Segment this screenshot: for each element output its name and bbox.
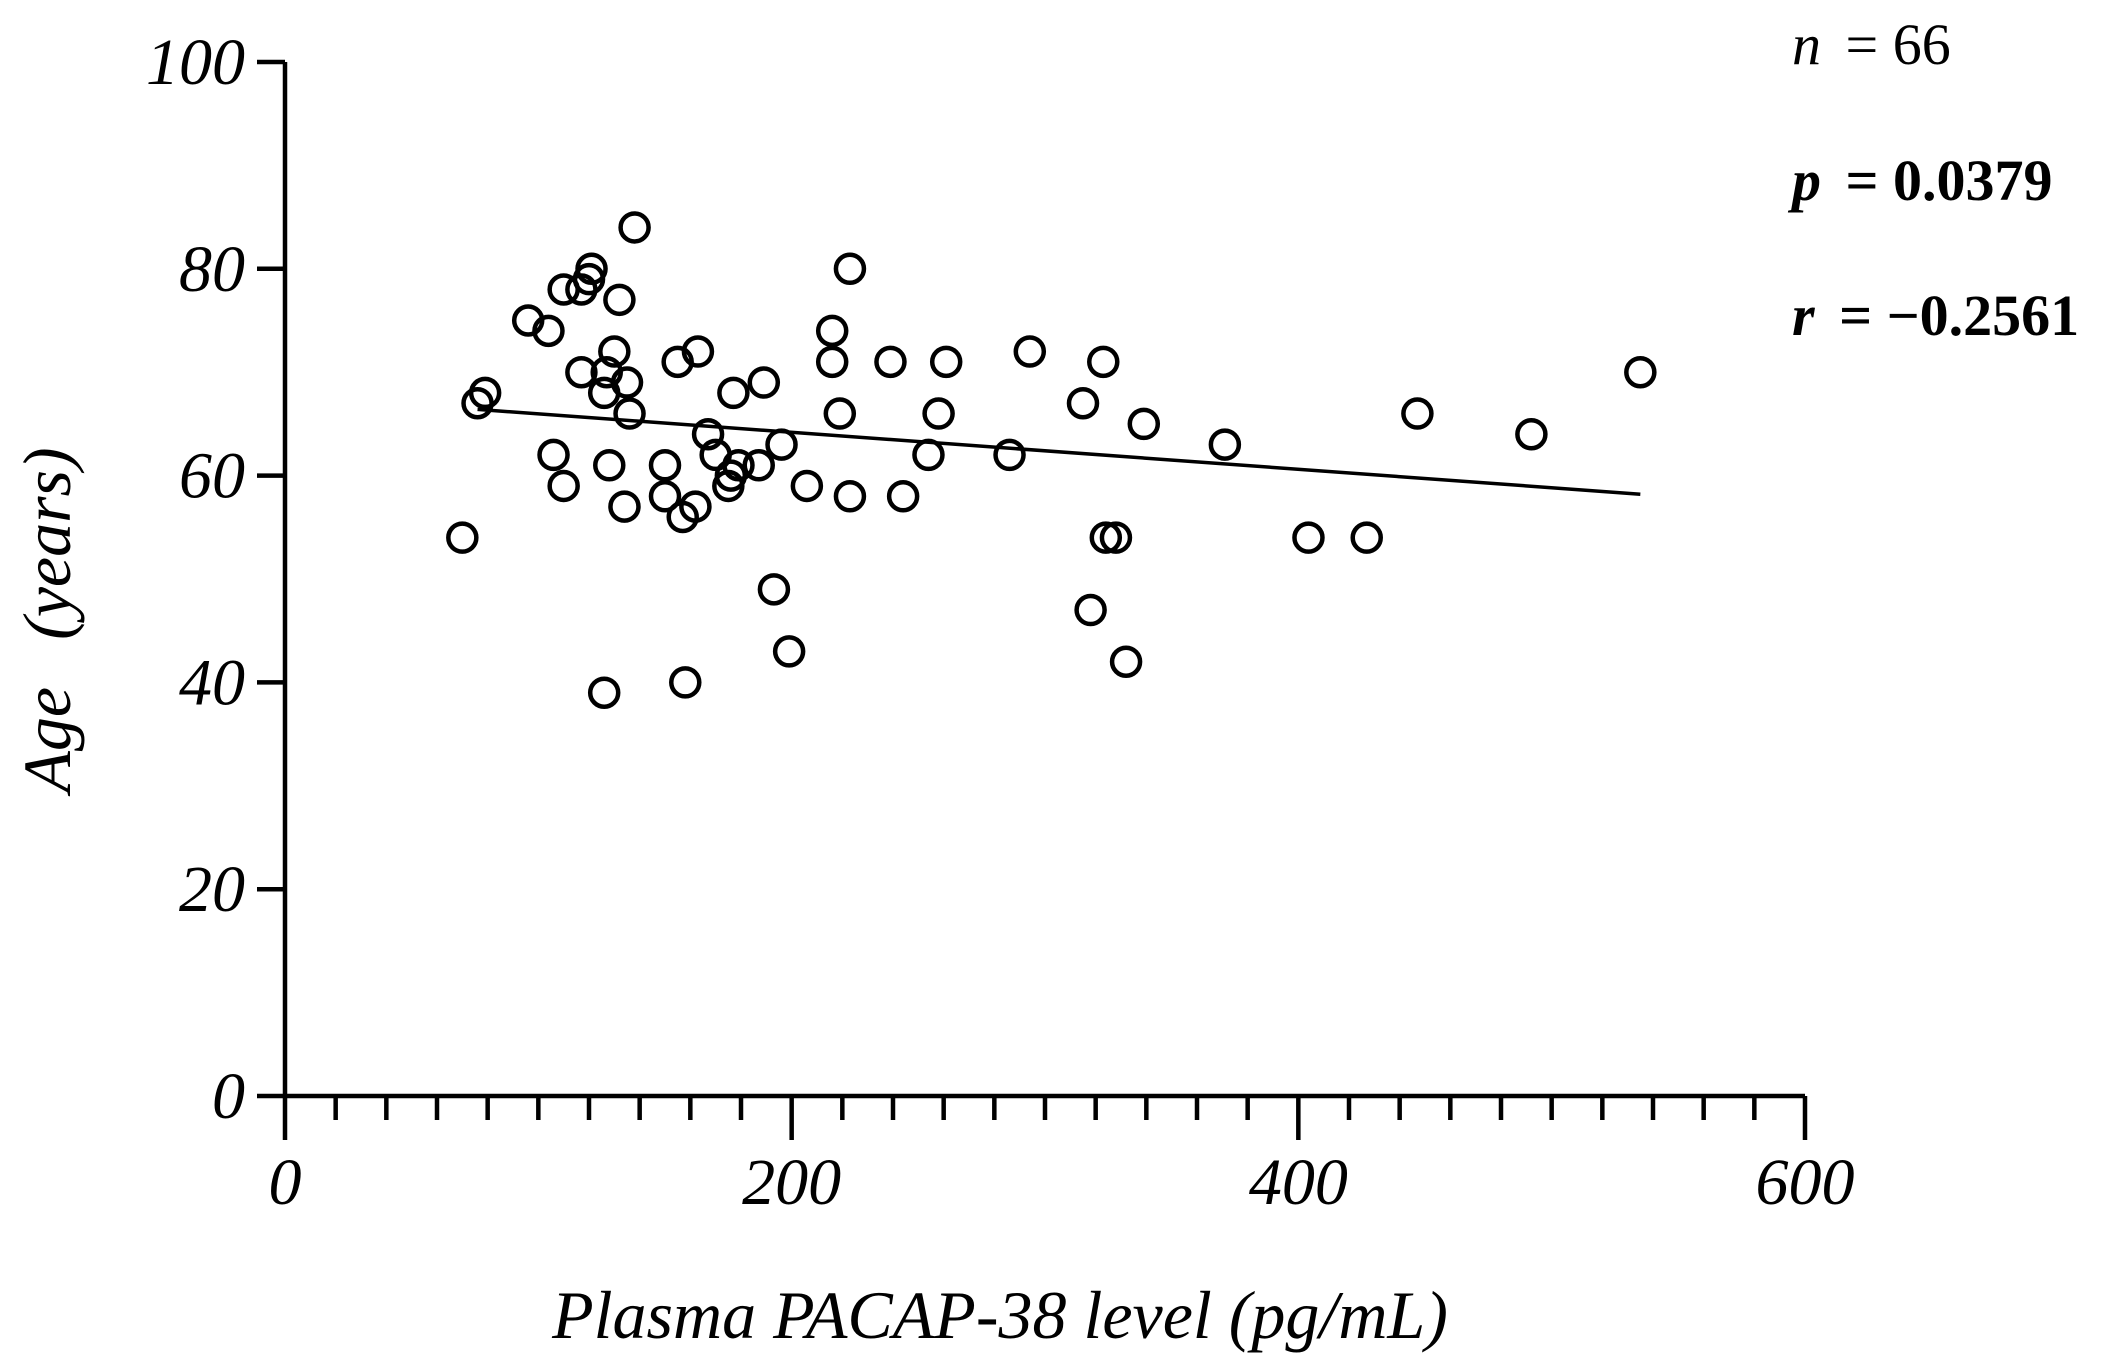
data-point <box>537 438 570 472</box>
data-point <box>547 469 580 503</box>
data-point <box>575 252 608 286</box>
data-point <box>765 428 798 461</box>
regression-line-group <box>477 407 1641 496</box>
data-point <box>747 366 781 399</box>
x-tick-label: 0 <box>269 1146 302 1219</box>
y-axis-title-unit: (years) <box>9 447 85 640</box>
y-tick-label: 60 <box>179 440 245 513</box>
data-point <box>717 376 750 410</box>
data-point <box>1087 345 1120 379</box>
data-point <box>565 355 598 389</box>
y-tick-label: 20 <box>179 853 245 926</box>
data-point <box>772 635 806 668</box>
data-point <box>648 449 682 482</box>
r-annotation-value: = −0.2561 <box>1839 283 2079 348</box>
data-point <box>874 345 907 379</box>
data-point <box>1292 521 1325 554</box>
data-point <box>593 449 626 482</box>
data-point <box>598 335 631 368</box>
data-point <box>815 314 849 348</box>
y-tick-label: 0 <box>212 1060 245 1133</box>
data-point <box>922 397 955 430</box>
data-point <box>681 335 715 368</box>
data-point <box>468 376 502 410</box>
p-annotation-value: = 0.0379 <box>1846 148 2053 213</box>
data-point <box>446 521 479 554</box>
data-point <box>679 490 712 523</box>
data-point <box>1013 335 1047 368</box>
y-tick-label: 100 <box>146 26 245 99</box>
data-point <box>1127 407 1161 441</box>
data-point <box>1350 521 1383 554</box>
p-annotation-label: p <box>1787 148 1821 213</box>
n-annotation-label: n <box>1792 12 1821 77</box>
data-point <box>1089 521 1123 554</box>
data-point <box>610 366 644 399</box>
data-point <box>815 345 849 379</box>
data-point <box>532 314 565 348</box>
y-axis: 0 20 40 60 80 100 <box>146 26 288 1133</box>
data-point <box>1099 521 1133 554</box>
n-annotation-value: = 66 <box>1846 12 1951 77</box>
data-point <box>823 397 857 430</box>
x-axis-title: Plasma PACAP-38 level (pg/mL) <box>551 1277 1448 1353</box>
p-annotation: p = 0.0379 <box>1787 148 2053 213</box>
data-point <box>648 480 682 513</box>
data-point <box>1515 417 1548 451</box>
data-point <box>912 438 945 472</box>
data-point <box>669 666 702 699</box>
data-point <box>1066 386 1100 420</box>
x-tick-label: 400 <box>1249 1146 1348 1219</box>
data-point <box>722 449 755 482</box>
data-point <box>757 573 791 606</box>
data-point <box>603 283 636 317</box>
y-axis-title-main: Age <box>9 687 85 797</box>
data-point <box>1109 645 1143 678</box>
data-point <box>742 449 775 482</box>
data-point <box>1074 593 1107 627</box>
data-point <box>993 438 1026 472</box>
n-annotation: n = 66 <box>1792 12 1951 77</box>
data-point <box>618 211 651 244</box>
data-point <box>613 397 646 430</box>
data-point <box>587 676 621 709</box>
x-axis: 0 200 400 600 <box>269 1093 1855 1219</box>
regression-line <box>477 407 1641 496</box>
data-point <box>886 480 920 513</box>
r-annotation-label: r <box>1792 283 1815 348</box>
y-tick-label: 40 <box>179 646 245 719</box>
x-tick-label: 200 <box>742 1146 841 1219</box>
data-point <box>691 417 725 451</box>
data-point <box>833 252 867 286</box>
data-point <box>1401 397 1434 430</box>
r-annotation: r = −0.2561 <box>1792 283 2079 348</box>
data-points <box>446 211 1657 709</box>
y-axis-title: Age (years) <box>9 447 85 796</box>
y-tick-label: 80 <box>179 233 245 306</box>
data-point <box>833 480 867 513</box>
data-point <box>790 469 824 503</box>
data-point <box>1624 355 1657 389</box>
data-point <box>929 345 963 379</box>
x-tick-label: 600 <box>1756 1146 1855 1219</box>
data-point <box>608 490 641 523</box>
data-point <box>1208 428 1242 461</box>
